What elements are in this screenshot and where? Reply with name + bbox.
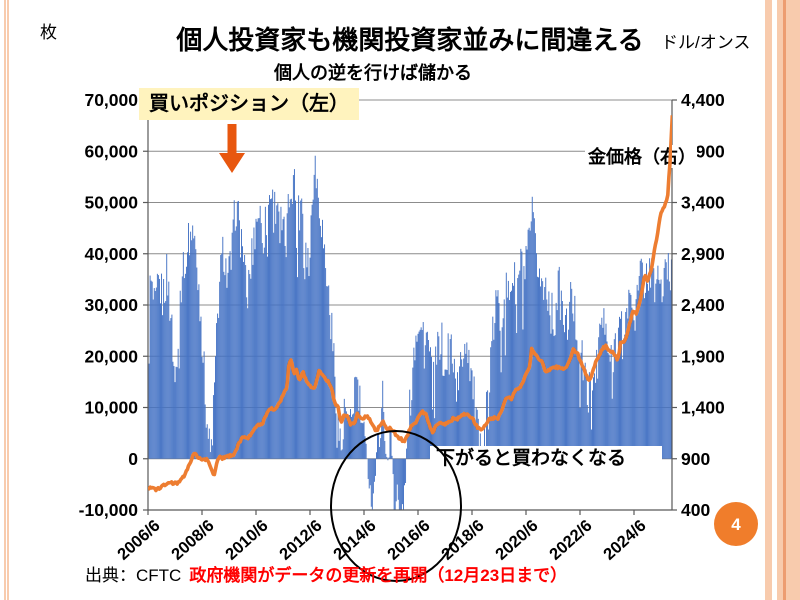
down-arrow-icon (219, 124, 245, 173)
left-axis-tick: 30,000 (84, 295, 138, 315)
gold-price-line (148, 115, 672, 493)
left-axis-tick: -10,000 (79, 500, 139, 520)
right-axis-tick: 1,400 (681, 398, 725, 418)
x-axis-tick: 2022/6 (546, 517, 596, 564)
right-axis-tick: 2,400 (681, 295, 725, 315)
page-number: 4 (731, 515, 741, 534)
right-axis-tick: 400 (681, 500, 710, 520)
left-axis-unit-label: 枚 (40, 23, 57, 42)
page-title: 個人投資家も機関投資家並みに間違える (176, 25, 644, 55)
left-axis-tick: 50,000 (84, 193, 138, 213)
left-stripe-1 (4, 0, 6, 600)
right-axis-tick: 1,900 (681, 346, 725, 366)
right-stripe-dark-line (783, 0, 786, 600)
left-axis-tick: 60,000 (84, 141, 138, 161)
left-axis-tick: 0 (128, 449, 138, 469)
right-axis-tick: 2,900 (681, 244, 725, 264)
right-stripe-band (777, 0, 800, 600)
left-axis-tick: 70,000 (84, 90, 138, 110)
highlight-ellipse (330, 430, 462, 582)
buy-position-bars (148, 155, 672, 510)
right-axis-tick: 3,400 (681, 193, 725, 213)
svg-text:金価格（右）: 金価格（右） (587, 146, 696, 167)
x-axis-tick: 2008/6 (168, 517, 218, 564)
left-axis-tick: 20,000 (84, 346, 138, 366)
right-stripe-outer (765, 0, 772, 600)
source-label: 出典：CFTC (85, 566, 182, 585)
source-line: 出典：CFTC 政府機関がデータの更新を再開（12月23日まで） (85, 561, 567, 586)
x-axis-tick: 2024/6 (600, 517, 650, 564)
left-stripe-2 (7, 0, 9, 600)
right-axis-tick: 4,400 (681, 90, 725, 110)
page-number-badge: 4 (714, 502, 758, 546)
subtitle: 個人の逆を行けば儲かる (274, 63, 472, 83)
right-axis-tick: 900 (681, 449, 710, 469)
gold-price-series-label: 金価格（右） (585, 145, 697, 168)
source-alert-text: 政府機関がデータの更新を再開（12月23日まで） (189, 566, 568, 585)
x-axis-tick: 2010/6 (222, 517, 272, 564)
buy-position-annotation: 買いポジション（左） (139, 88, 359, 120)
circle-note-annotation: 下がると買わなくなる (430, 446, 662, 471)
left-axis-tick: 10,000 (84, 398, 138, 418)
left-axis-tick: 40,000 (84, 244, 138, 264)
right-axis-unit-label: ドル/オンス (661, 33, 751, 52)
x-axis-tick: 2020/6 (492, 517, 542, 564)
x-axis-tick: 2012/6 (276, 517, 326, 564)
x-axis-tick: 2006/6 (114, 517, 164, 564)
